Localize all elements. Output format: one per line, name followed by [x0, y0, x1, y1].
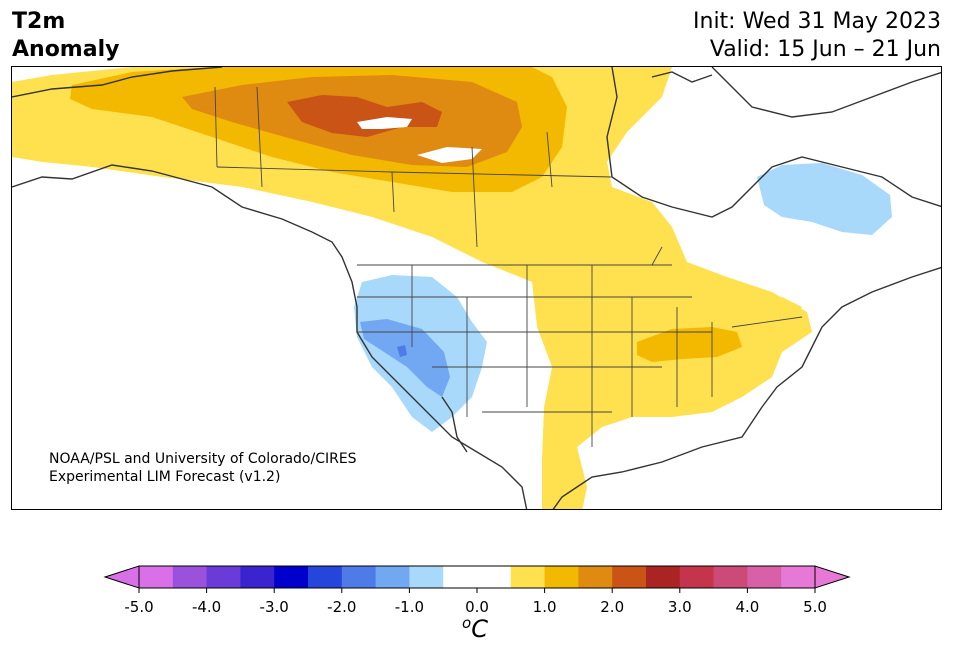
colorbar-tick-label: 1.0: [533, 598, 557, 616]
colorbar-tick-label: -4.0: [192, 598, 221, 616]
credit-line-2: Experimental LIM Forecast (v1.2): [49, 469, 281, 485]
colorbar-cell: [781, 566, 816, 588]
title-line-2: Anomaly: [12, 37, 120, 62]
colorbar-cell: [172, 566, 208, 588]
cool-anomaly-west-strong: [397, 345, 407, 357]
colorbar-tick-label: -5.0: [124, 598, 153, 616]
credit-line-1: NOAA/PSL and University of Colorado/CIRE…: [49, 451, 357, 467]
colorbar-tick-label: 5.0: [803, 598, 827, 616]
title-line-1: T2m: [12, 9, 66, 34]
colorbar-tick-label: -3.0: [260, 598, 289, 616]
credit-text: NOAA/PSL and University of Colorado/CIRE…: [49, 450, 357, 486]
colorbar-cell: [510, 566, 546, 588]
colorbar-tick-label: 4.0: [735, 598, 759, 616]
colorbar-cell: [274, 566, 309, 588]
valid-date: Valid: 15 Jun – 21 Jun: [709, 37, 941, 62]
neutral-region-rockies: [12, 157, 552, 509]
date-info: Init: Wed 31 May 2023 Valid: 15 Jun – 21…: [693, 8, 941, 64]
warm-anomaly-east: [752, 297, 802, 337]
colorbar-tick-label: -1.0: [395, 598, 424, 616]
lake-winnipeg-area: [417, 147, 482, 163]
colorbar-cell: [341, 566, 377, 588]
map-title: T2m Anomaly: [12, 8, 119, 64]
unit-base: C: [471, 615, 488, 643]
colorbar-tick-label: -2.0: [327, 598, 356, 616]
anomaly-map: [12, 67, 941, 509]
colorbar-cell: [443, 566, 478, 588]
colorbar-tick-label: 3.0: [668, 598, 692, 616]
cool-anomaly-west-medium: [360, 319, 450, 397]
unit-degree-prefix: o: [462, 614, 472, 632]
coastlines: [12, 67, 941, 509]
colorbar-cell: [679, 566, 715, 588]
cool-anomaly-quebec: [757, 163, 892, 235]
colorbar-unit-label: oC: [462, 614, 488, 643]
colorbar-cell: [375, 566, 410, 588]
colorbar-cell: [612, 566, 647, 588]
colorbar-cell: [240, 566, 275, 588]
colorbar-tick-label: 0.0: [465, 598, 489, 616]
colorbar-cell: [308, 566, 343, 588]
colorbar-cell: [646, 566, 681, 588]
colorbar-cell: [139, 566, 174, 588]
colorbar-cells: [139, 566, 816, 588]
warm-anomaly-great-lakes: [637, 327, 742, 362]
political-borders: [214, 86, 803, 447]
map-panel: [11, 66, 942, 510]
lake-great-slave: [357, 117, 412, 129]
warm-anomaly-top-blob: [342, 67, 432, 75]
colorbar-over-arrow: [814, 565, 851, 589]
colorbar-cell: [747, 566, 782, 588]
colorbar-cell: [544, 566, 579, 588]
colorbar-tick-label: 2.0: [600, 598, 624, 616]
warm-anomaly-light: [12, 67, 812, 509]
colorbar-cell: [477, 566, 512, 588]
colorbar-cell: [409, 566, 444, 588]
colorbar-under-arrow: [103, 565, 140, 589]
colorbar-ticks: -5.0 -4.0 -3.0 -2.0 -1.0 0.0 1.0 2.0 3.0 4.0 5.0: [124, 588, 827, 616]
init-date: Init: Wed 31 May 2023: [693, 9, 941, 34]
colorbar-cell: [713, 566, 748, 588]
colorbar-cell: [206, 566, 241, 588]
colorbar-cell: [578, 566, 613, 588]
